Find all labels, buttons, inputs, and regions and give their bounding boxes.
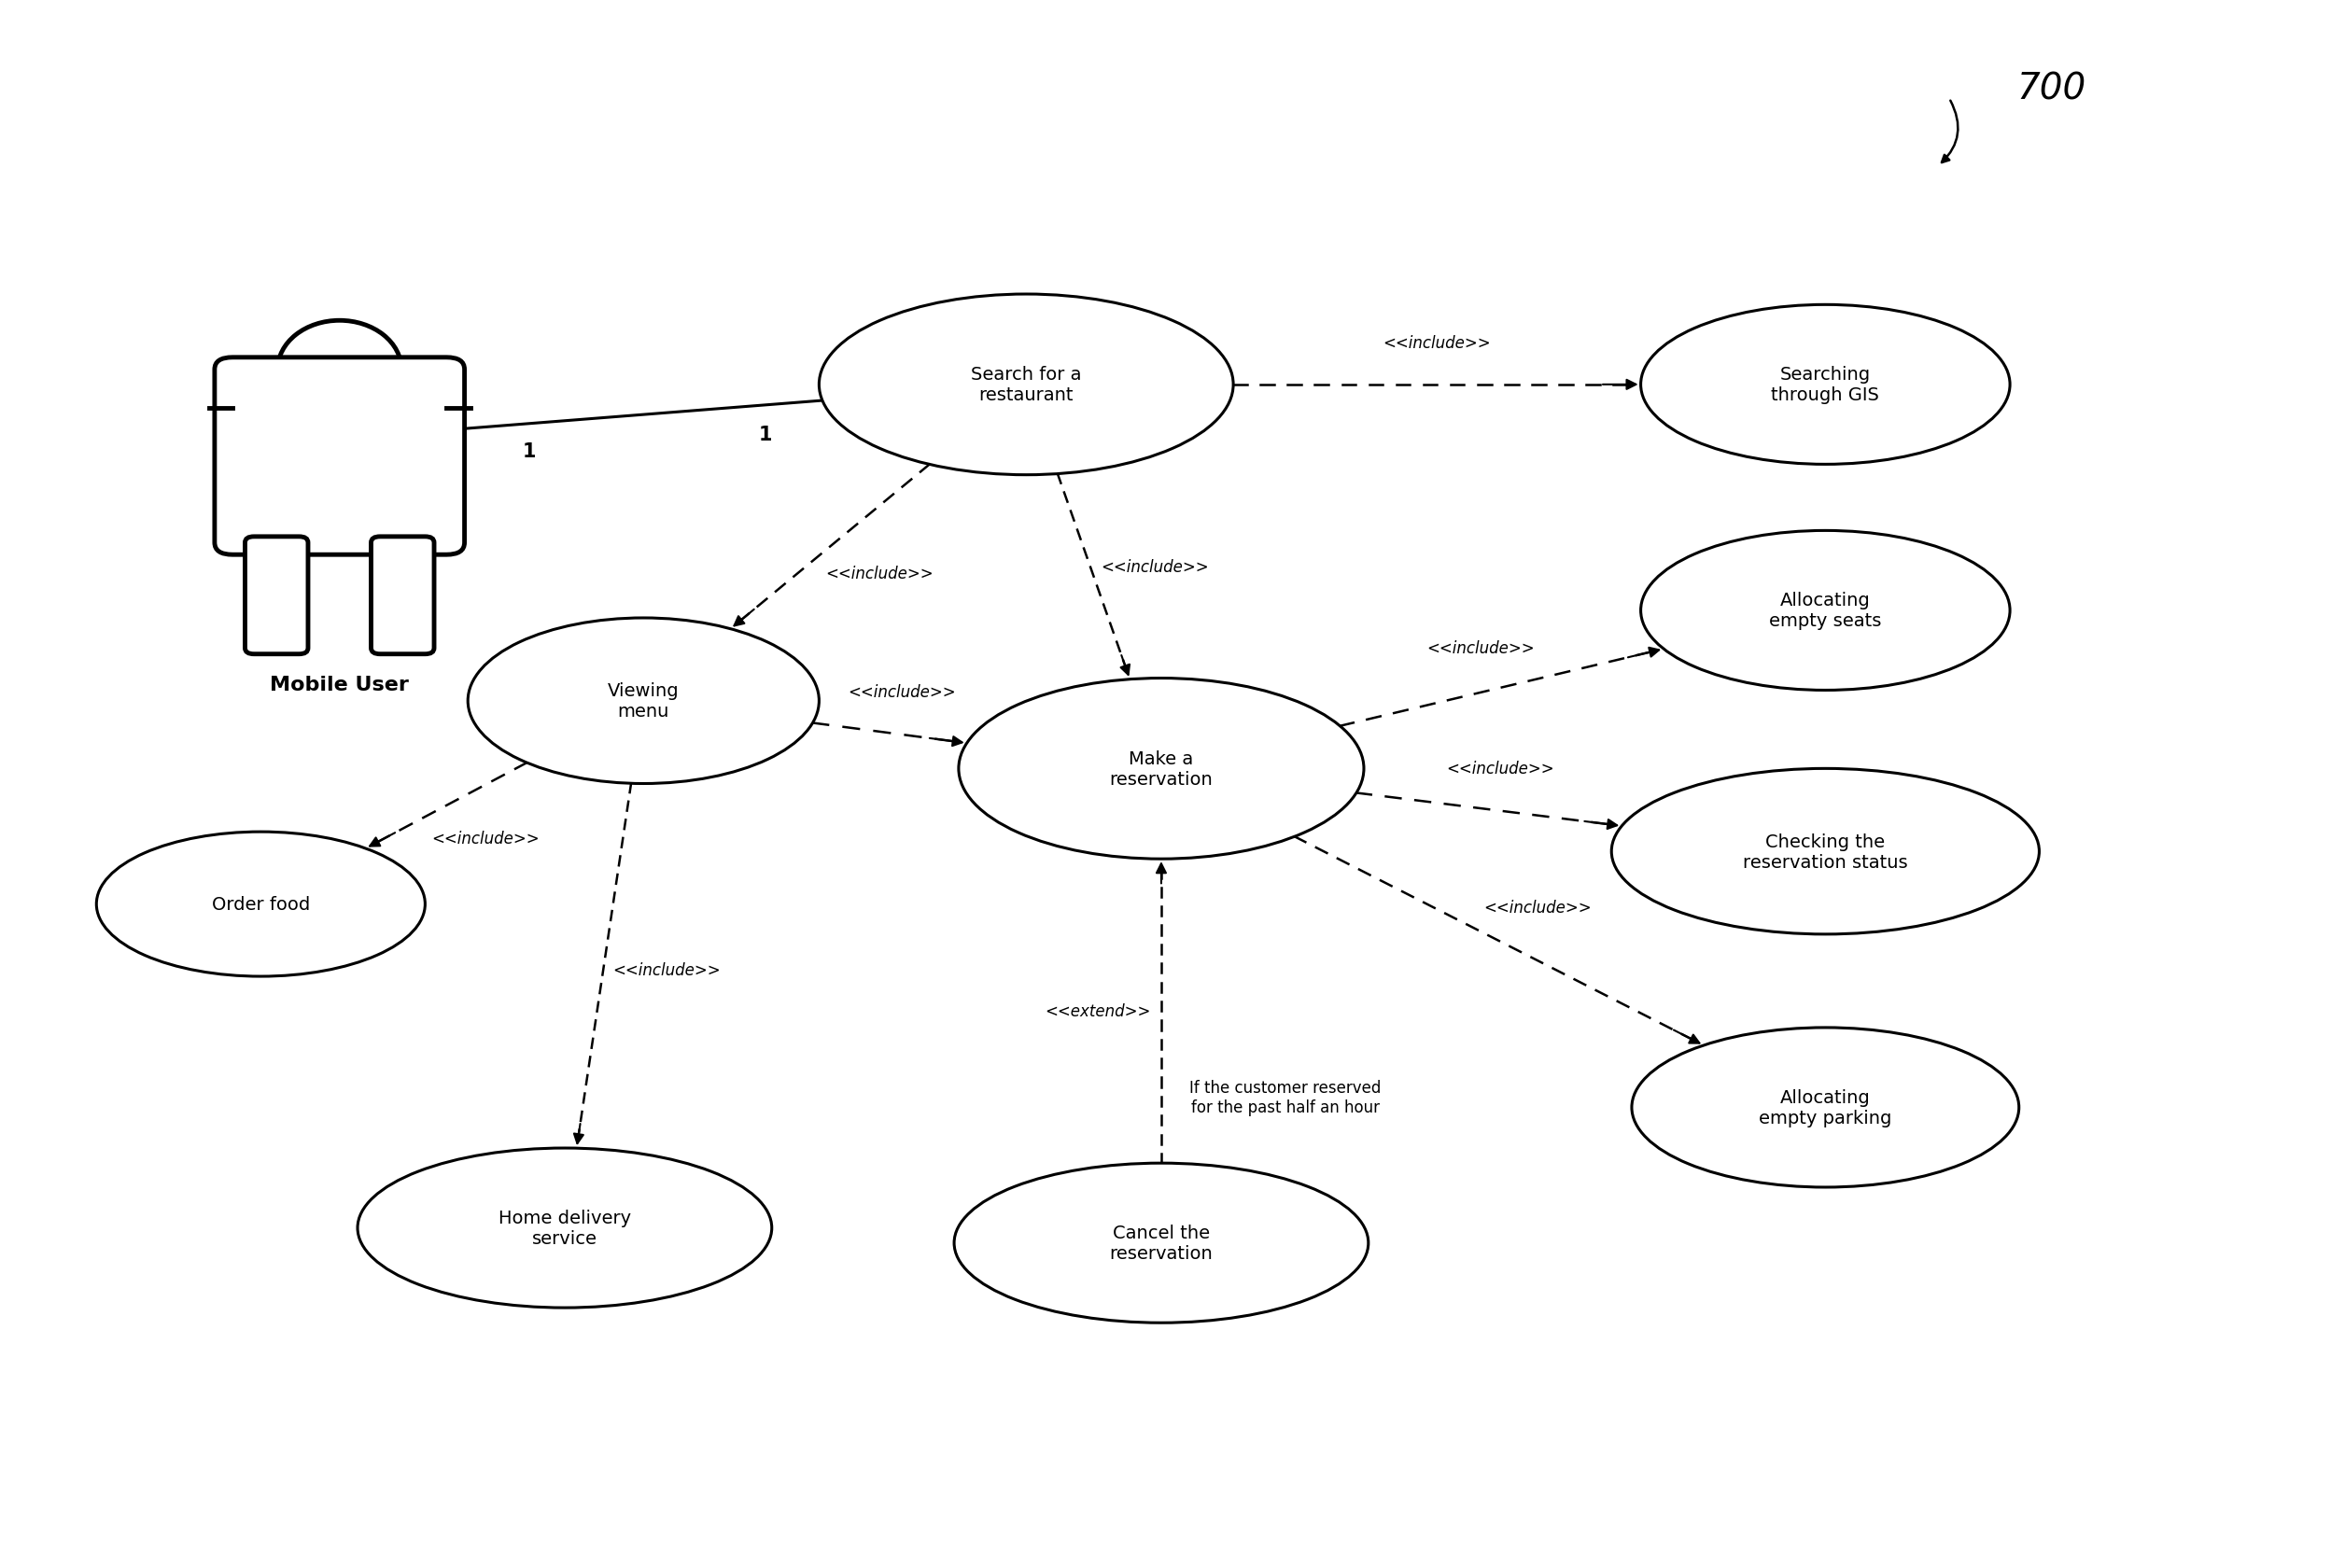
Text: <<include>>: <<include>> bbox=[849, 684, 957, 701]
FancyBboxPatch shape bbox=[216, 358, 464, 555]
Text: Home delivery
service: Home delivery service bbox=[499, 1209, 631, 1247]
Text: <<include>>: <<include>> bbox=[1484, 900, 1592, 916]
Text: Allocating
empty seats: Allocating empty seats bbox=[1768, 591, 1881, 630]
Text: 700: 700 bbox=[2017, 71, 2087, 107]
Ellipse shape bbox=[1632, 1029, 2019, 1187]
Text: Viewing
menu: Viewing menu bbox=[607, 682, 680, 720]
Ellipse shape bbox=[954, 1163, 1369, 1323]
Text: <<include>>: <<include>> bbox=[1102, 560, 1210, 575]
Text: 1: 1 bbox=[523, 442, 537, 461]
Ellipse shape bbox=[1641, 306, 2010, 464]
Text: <<include>>: <<include>> bbox=[431, 831, 539, 847]
Ellipse shape bbox=[356, 1148, 772, 1308]
Ellipse shape bbox=[469, 618, 818, 784]
Text: Checking the
reservation status: Checking the reservation status bbox=[1742, 833, 1909, 870]
Text: <<include>>: <<include>> bbox=[825, 564, 933, 582]
Text: Order food: Order food bbox=[211, 895, 310, 913]
Text: <<include>>: <<include>> bbox=[1384, 334, 1491, 351]
Ellipse shape bbox=[96, 833, 424, 977]
Text: <<include>>: <<include>> bbox=[1426, 640, 1534, 657]
Ellipse shape bbox=[1641, 532, 2010, 690]
Text: If the customer reserved
for the past half an hour: If the customer reserved for the past ha… bbox=[1189, 1079, 1381, 1115]
Text: Cancel the
reservation: Cancel the reservation bbox=[1109, 1225, 1212, 1262]
Ellipse shape bbox=[277, 321, 401, 419]
Text: Searching
through GIS: Searching through GIS bbox=[1770, 365, 1878, 405]
Ellipse shape bbox=[1611, 768, 2040, 935]
Text: Allocating
empty parking: Allocating empty parking bbox=[1759, 1088, 1892, 1127]
Ellipse shape bbox=[959, 679, 1365, 859]
FancyBboxPatch shape bbox=[244, 538, 307, 654]
Text: Make a
reservation: Make a reservation bbox=[1109, 750, 1212, 789]
Text: 1: 1 bbox=[760, 426, 772, 444]
Text: <<include>>: <<include>> bbox=[612, 961, 720, 978]
Text: Search for a
restaurant: Search for a restaurant bbox=[971, 365, 1081, 405]
Text: <<extend>>: <<extend>> bbox=[1046, 1004, 1151, 1019]
Text: Mobile User: Mobile User bbox=[270, 676, 408, 695]
Ellipse shape bbox=[818, 295, 1233, 475]
FancyArrowPatch shape bbox=[1942, 102, 1958, 163]
Text: <<include>>: <<include>> bbox=[1447, 760, 1555, 776]
FancyBboxPatch shape bbox=[371, 538, 434, 654]
